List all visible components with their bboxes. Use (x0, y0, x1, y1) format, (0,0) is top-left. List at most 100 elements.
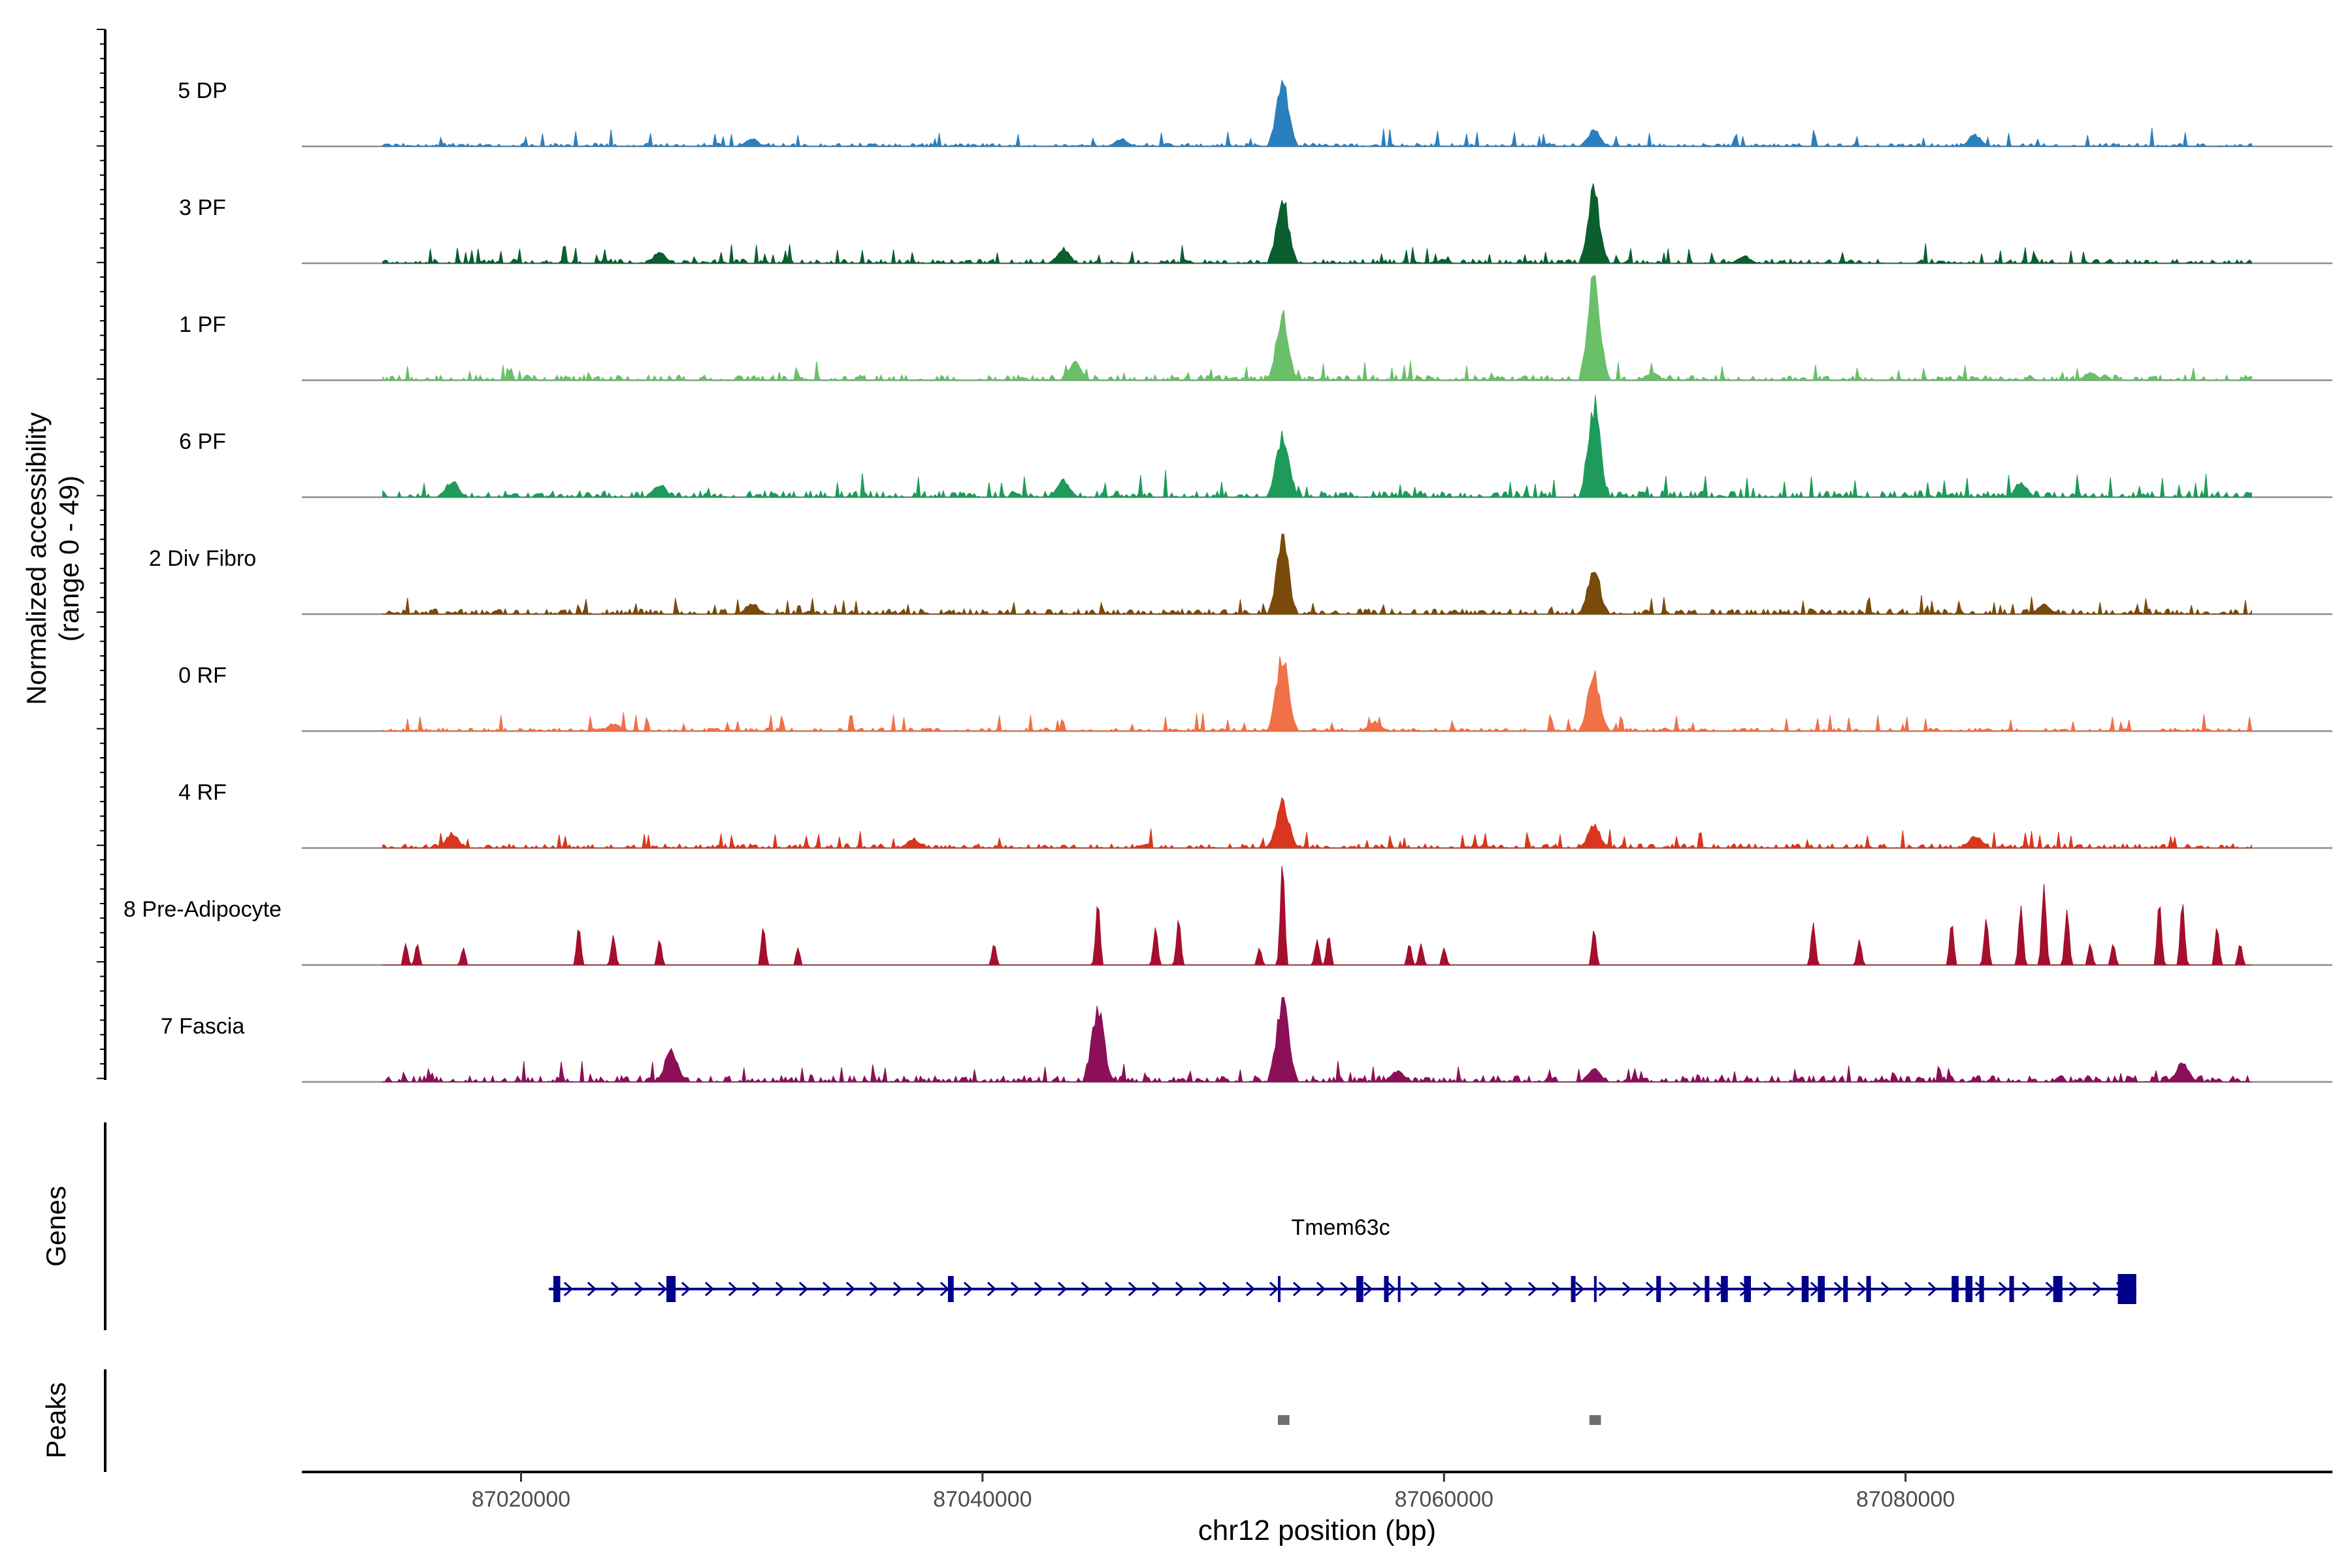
strand-arrow (1269, 1281, 1279, 1297)
strand-arrow (822, 1281, 832, 1297)
strand-arrow (1386, 1281, 1397, 1297)
x-tick-label: 87060000 (1395, 1487, 1494, 1512)
strand-arrow (963, 1281, 973, 1297)
strand-arrow (657, 1281, 668, 1297)
gene-exon (1397, 1276, 1401, 1302)
strand-arrow (939, 1281, 950, 1297)
track-label: 2 Div Fibro (149, 546, 256, 571)
gene-exon (1356, 1276, 1364, 1302)
track-label: 6 PF (179, 429, 226, 454)
track-label: 4 RF (178, 780, 227, 805)
gene-exon (2009, 1276, 2014, 1302)
strand-arrow (2021, 1281, 2032, 1297)
strand-arrow (728, 1281, 738, 1297)
strand-arrow (1316, 1281, 1326, 1297)
coverage-area (382, 656, 2252, 732)
gene-exon (1384, 1276, 1389, 1302)
gene-exon (1952, 1276, 1959, 1302)
x-tick-label: 87040000 (933, 1487, 1032, 1512)
coverage-tracks: 5 DP 3 PF 1 PF 6 PF 2 Div Fibro 0 RF 4 RF 8 Pre… (123, 78, 2332, 1083)
y-axis-subtitle: (range 0 - 49) (54, 476, 84, 642)
strand-arrow (704, 1281, 715, 1297)
gene-model-tmem63c (548, 1274, 2136, 1304)
strand-arrow (1998, 1281, 2008, 1297)
strand-arrow (610, 1281, 621, 1297)
gene-exon (1801, 1276, 1809, 1302)
coverage-area (382, 183, 2252, 265)
strand-arrow (1598, 1281, 1609, 1297)
strand-arrow (1222, 1281, 1232, 1297)
strand-arrow (869, 1281, 879, 1297)
peak-region (1589, 1415, 1601, 1425)
strand-arrow (798, 1281, 809, 1297)
strand-arrow (2068, 1281, 2079, 1297)
track-label: 3 PF (179, 195, 226, 220)
coverage-area (382, 395, 2252, 498)
track-label: 7 Fascia (161, 1014, 245, 1039)
strand-arrow (1527, 1281, 1538, 1297)
genes-panel-title: Genes (41, 1186, 71, 1267)
track-4-rf: 4 RF (178, 780, 2332, 849)
track-1-pf: 1 PF (179, 275, 2332, 382)
strand-arrow (916, 1281, 926, 1297)
strand-arrow (1292, 1281, 1303, 1297)
peaks-panel: Peaks (41, 1369, 1601, 1472)
strand-arrow (1904, 1281, 1914, 1297)
track-8-pre-adipocyte: 8 Pre-Adipocyte (123, 866, 2332, 966)
strand-arrow (1245, 1281, 1256, 1297)
strand-arrow (1410, 1281, 1420, 1297)
gene-exon (1965, 1276, 1973, 1302)
strand-arrow (845, 1281, 856, 1297)
strand-arrow (1480, 1281, 1491, 1297)
coverage-area (382, 275, 2252, 382)
gene-exon (1277, 1276, 1281, 1302)
gene-exon (1721, 1276, 1728, 1302)
track-label: 8 Pre-Adipocyte (123, 897, 282, 922)
coverage-area (382, 996, 2252, 1083)
strand-arrow (1857, 1281, 1867, 1297)
strand-arrow (751, 1281, 762, 1297)
strand-arrow (1692, 1281, 1703, 1297)
strand-arrow (1057, 1281, 1068, 1297)
gene-exon (1593, 1276, 1597, 1302)
gene-exon (1656, 1276, 1661, 1302)
coverage-area (382, 78, 2252, 148)
strand-arrow (1081, 1281, 1091, 1297)
strand-arrow (1034, 1281, 1044, 1297)
coverage-area (382, 866, 2252, 966)
strand-arrow (1175, 1281, 1185, 1297)
strand-arrow (1104, 1281, 1115, 1297)
track-2-div-fibro: 2 Div Fibro (149, 533, 2332, 615)
strand-arrow (1645, 1281, 1656, 1297)
strand-arrow (892, 1281, 903, 1297)
x-axis-ticks: 87020000 87040000 87060000 87080000 (472, 1472, 1955, 1512)
strand-arrow (1551, 1281, 1561, 1297)
x-tick-label: 87020000 (472, 1487, 570, 1512)
coverage-area (382, 533, 2252, 615)
strand-arrow (1880, 1281, 1891, 1297)
strand-arrow (2092, 1281, 2102, 1297)
strand-arrow (587, 1281, 597, 1297)
gene-exon (1705, 1276, 1710, 1302)
strand-arrow (1198, 1281, 1209, 1297)
strand-arrow (987, 1281, 997, 1297)
strand-arrow (1763, 1281, 1773, 1297)
gene-exon (2053, 1276, 2063, 1302)
strand-arrow (1457, 1281, 1467, 1297)
peak-marks (1277, 1415, 1601, 1425)
coverage-area (382, 796, 2252, 849)
strand-arrow (1339, 1281, 1350, 1297)
strand-arrow (1433, 1281, 1444, 1297)
track-6-pf: 6 PF (179, 395, 2332, 498)
gene-exon (1744, 1276, 1751, 1302)
gene-exon (553, 1276, 561, 1302)
strand-arrow (1363, 1281, 1373, 1297)
y-axis-title: Normalized accessibility (21, 412, 52, 705)
gene-exon (1818, 1276, 1825, 1302)
gene-exon (1571, 1276, 1576, 1302)
track-3-pf: 3 PF (179, 183, 2332, 265)
accessibility-axis (97, 29, 106, 1080)
gene-label: Tmem63c (1291, 1215, 1390, 1240)
gene-exon (1979, 1276, 1984, 1302)
